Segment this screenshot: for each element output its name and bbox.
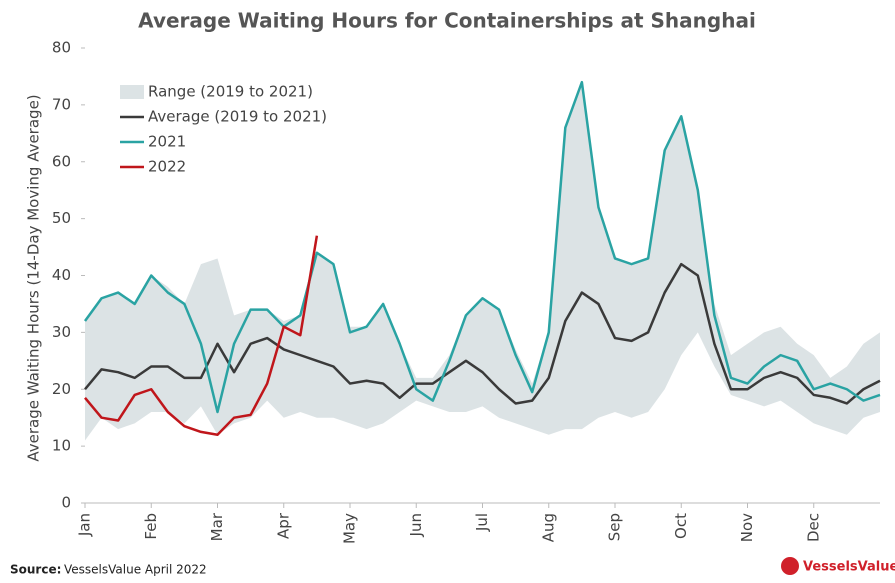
x-tick-label: Jan bbox=[76, 513, 94, 537]
y-axis-label: Average Waiting Hours (14-Day Moving Ave… bbox=[25, 94, 43, 461]
x-tick-label: Oct bbox=[672, 513, 690, 539]
x-tick-label: May bbox=[341, 513, 359, 544]
y-tick-label: 60 bbox=[52, 152, 71, 170]
legend-swatch bbox=[120, 85, 144, 99]
y-tick-label: 70 bbox=[52, 95, 71, 113]
legend-label: 2021 bbox=[148, 133, 186, 151]
legend-label: 2022 bbox=[148, 158, 186, 176]
x-tick-label: Jun bbox=[407, 513, 425, 537]
legend-label: Range (2019 to 2021) bbox=[148, 83, 313, 101]
x-tick-label: Nov bbox=[738, 513, 756, 542]
x-tick-label: Mar bbox=[208, 512, 226, 541]
chart-title: Average Waiting Hours for Containerships… bbox=[138, 9, 756, 33]
series-line bbox=[84, 235, 319, 436]
y-tick-label: 30 bbox=[52, 323, 71, 341]
y-tick-label: 0 bbox=[61, 494, 71, 512]
legend-label: Average (2019 to 2021) bbox=[148, 108, 327, 126]
y-tick-label: 20 bbox=[52, 380, 71, 398]
x-tick-label: Aug bbox=[539, 513, 557, 542]
x-tick-label: Dec bbox=[804, 513, 822, 542]
y-tick-label: 50 bbox=[52, 209, 71, 227]
y-tick-label: 40 bbox=[52, 266, 71, 284]
y-tick-label: 80 bbox=[52, 39, 71, 57]
source-label: Source: bbox=[10, 563, 61, 577]
x-tick-label: Jul bbox=[473, 513, 491, 532]
source: VesselsValue April 2022 bbox=[64, 563, 207, 577]
x-tick-label: Apr bbox=[274, 512, 292, 539]
series-line bbox=[84, 262, 881, 405]
series-line bbox=[83, 80, 881, 414]
y-tick-label: 10 bbox=[52, 437, 71, 455]
x-tick-label: Feb bbox=[142, 513, 160, 540]
x-tick-label: Sep bbox=[606, 513, 624, 541]
logo: VesselsValue bbox=[803, 560, 895, 575]
logo-icon bbox=[781, 557, 799, 575]
range-area bbox=[85, 82, 880, 441]
